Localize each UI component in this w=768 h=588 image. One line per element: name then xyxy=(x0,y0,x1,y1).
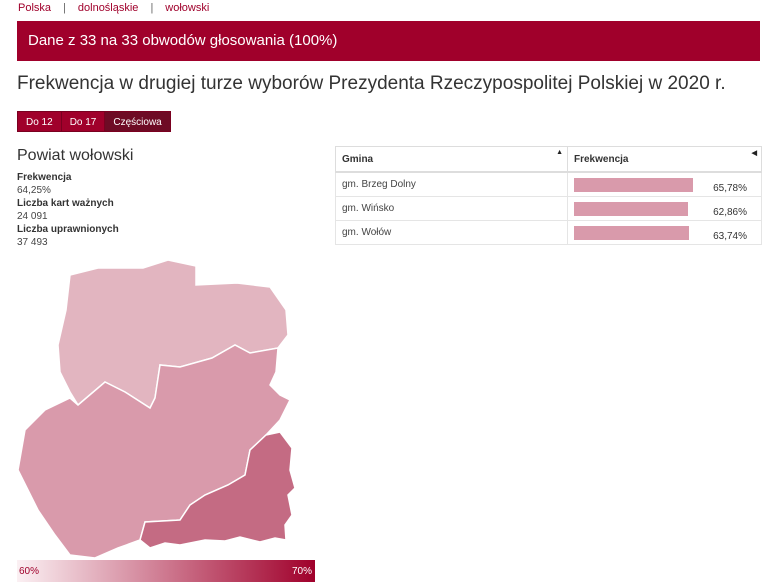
breadcrumb-dolnoslaskie[interactable]: dolnośląskie xyxy=(77,2,139,14)
tab-do-17[interactable]: Do 17 xyxy=(60,111,105,132)
turnout-tabs: Do 12 Do 17 Częściowa xyxy=(17,111,171,132)
column-header-frekwencja-label: Frekwencja xyxy=(574,153,629,165)
tab-do-12[interactable]: Do 12 xyxy=(17,111,61,132)
tab-czesciowa[interactable]: Częściowa xyxy=(104,111,171,132)
turnout-cell: 65,78% xyxy=(567,171,762,197)
table-row[interactable]: gm. Wołów 63,74% xyxy=(335,220,762,245)
sort-left-icon[interactable]: ◀ xyxy=(751,150,757,157)
column-header-frekwencja[interactable]: Frekwencja ◀ xyxy=(567,146,762,173)
turnout-bar-fill xyxy=(574,225,690,240)
stat-value-turnout: 64,25% xyxy=(17,185,51,196)
turnout-legend: 60% 70% xyxy=(17,560,315,582)
turnout-bar-fill xyxy=(574,201,688,216)
legend-min-label: 60% xyxy=(19,566,40,577)
breadcrumb-wolowski[interactable]: wołowski xyxy=(165,2,210,14)
breadcrumb: Polska | dolnośląskie | wołowski xyxy=(18,2,209,14)
area-title: Powiat wołowski xyxy=(17,147,134,164)
turnout-bar-track: 63,74% xyxy=(574,225,755,242)
stat-label-eligible: Liczba uprawnionych xyxy=(17,224,119,235)
breadcrumb-separator: | xyxy=(63,2,66,14)
turnout-bar-label: 62,86% xyxy=(713,206,747,218)
stat-label-valid-ballots: Liczba kart ważnych xyxy=(17,198,114,209)
map-region-south[interactable] xyxy=(139,431,296,549)
turnout-bar-label: 65,78% xyxy=(713,182,747,194)
turnout-map xyxy=(17,259,296,559)
turnout-bar-track: 65,78% xyxy=(574,177,755,194)
breadcrumb-polska[interactable]: Polska xyxy=(18,2,52,14)
legend-max-label: 70% xyxy=(291,566,312,577)
stat-label-turnout: Frekwencja xyxy=(17,172,72,183)
turnout-cell: 63,74% xyxy=(567,220,762,245)
page-title: Frekwencja w drugiej turze wyborów Prezy… xyxy=(17,73,726,94)
stat-value-eligible: 37 493 xyxy=(17,237,48,248)
data-status-banner: Dane z 33 na 33 obwodów głosowania (100%… xyxy=(17,21,760,61)
gmina-name[interactable]: gm. Brzeg Dolny xyxy=(335,171,568,197)
turnout-cell: 62,86% xyxy=(567,196,762,221)
table-header-row: Gmina ▲ Frekwencja ◀ xyxy=(335,146,762,173)
table-row[interactable]: gm. Brzeg Dolny 65,78% xyxy=(335,171,762,197)
table-row[interactable]: gm. Wińsko 62,86% xyxy=(335,196,762,221)
column-header-gmina-label: Gmina xyxy=(342,153,374,165)
turnout-bar-track: 62,86% xyxy=(574,201,755,218)
turnout-bar-fill xyxy=(574,177,694,192)
sort-asc-icon[interactable]: ▲ xyxy=(556,149,563,156)
results-table: Gmina ▲ Frekwencja ◀ gm. Brzeg Dolny 65,… xyxy=(335,146,762,245)
breadcrumb-separator: | xyxy=(150,2,154,14)
stat-value-valid-ballots: 24 091 xyxy=(17,211,48,222)
column-header-gmina[interactable]: Gmina ▲ xyxy=(335,146,568,173)
turnout-bar-label: 63,74% xyxy=(713,230,747,242)
gmina-name[interactable]: gm. Wińsko xyxy=(335,196,568,221)
area-stats: Frekwencja 64,25% Liczba kart ważnych 24… xyxy=(17,171,119,249)
gmina-name[interactable]: gm. Wołów xyxy=(335,220,568,245)
